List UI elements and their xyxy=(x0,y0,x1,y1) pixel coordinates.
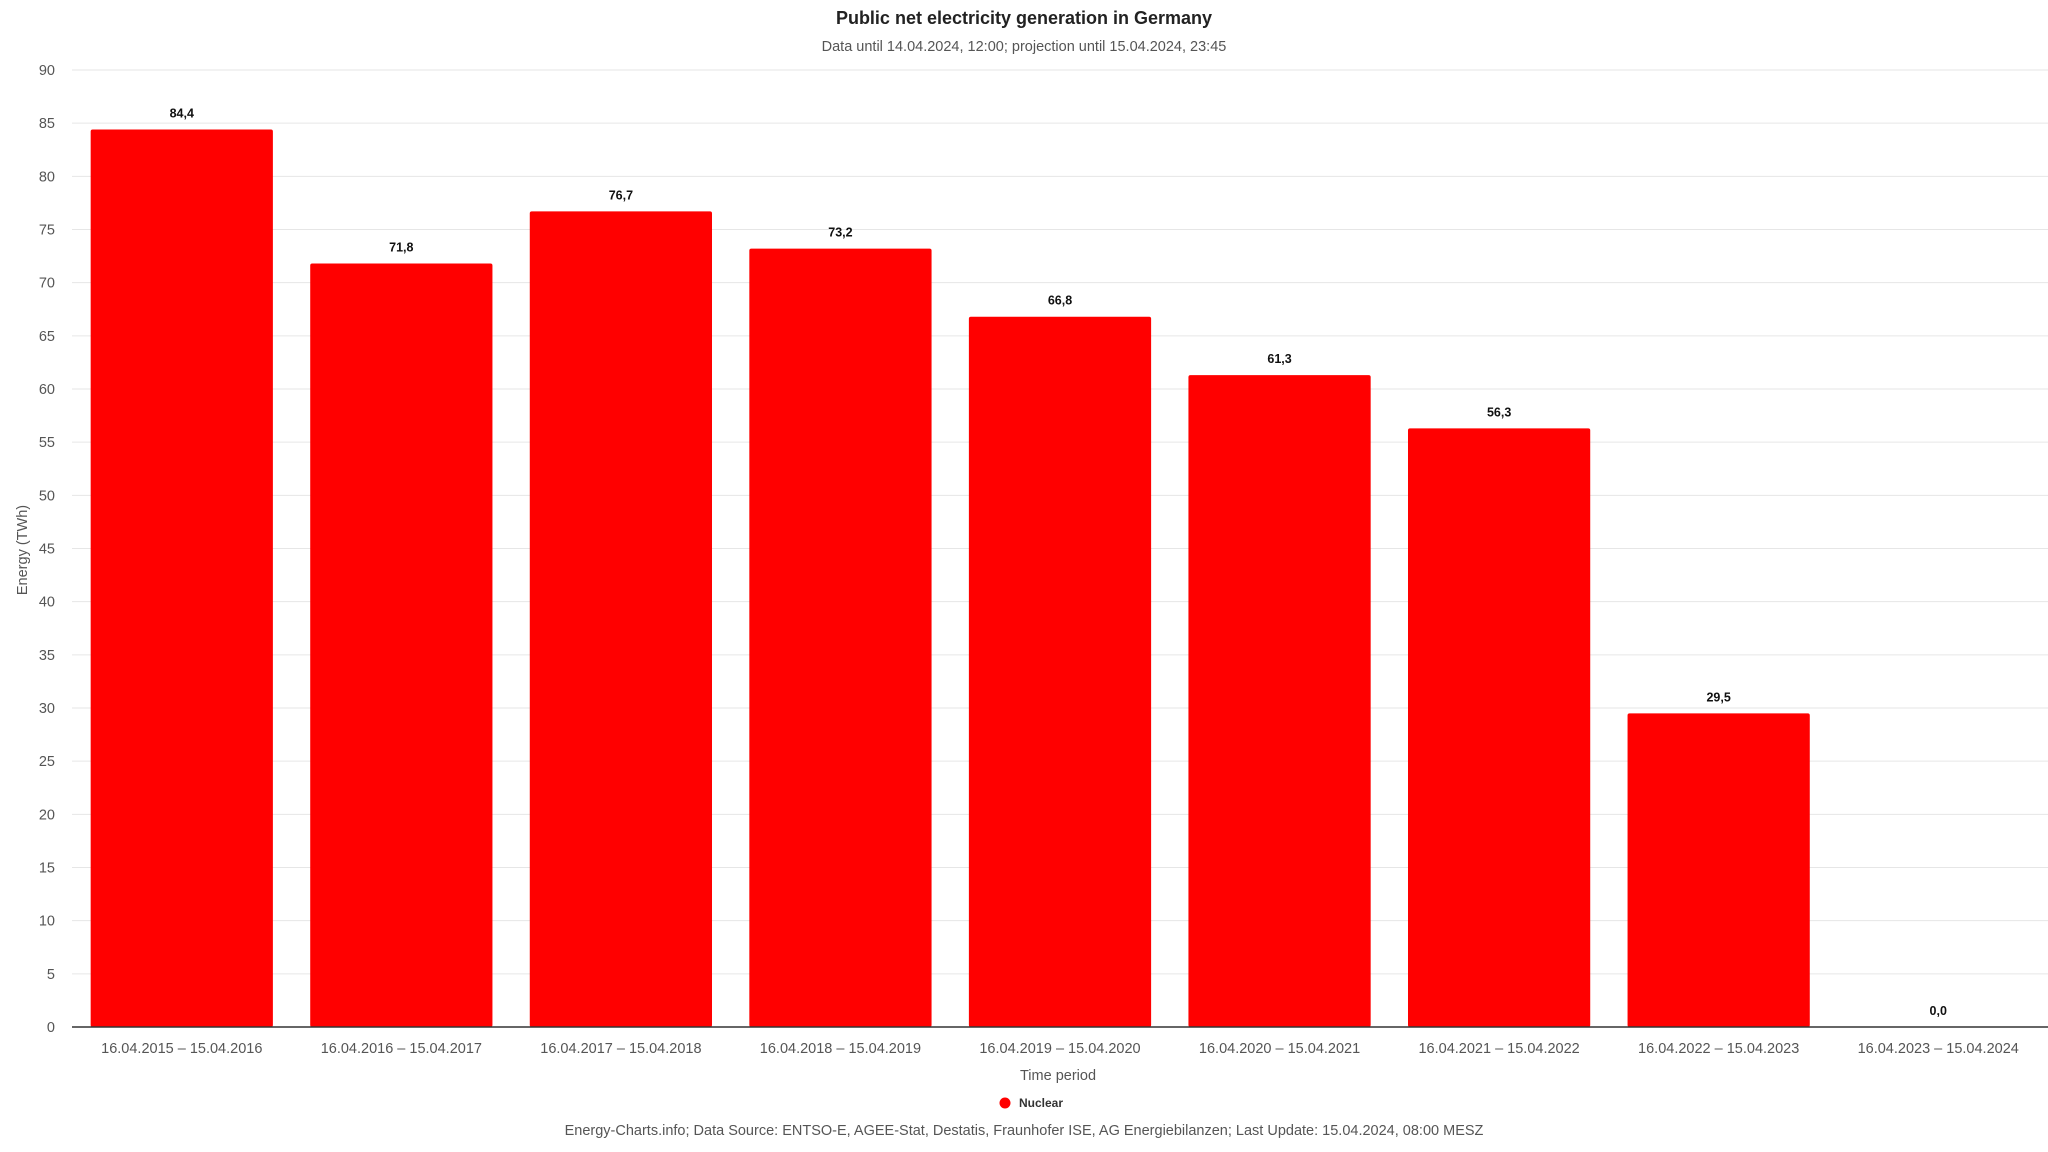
x-tick-label-7: 16.04.2021 – 15.04.2022 xyxy=(1418,1041,1579,1057)
chart-title: Public net electricity generation in Ger… xyxy=(836,8,1212,28)
y-tick-label: 0 xyxy=(47,1020,55,1036)
bars xyxy=(90,129,1810,1028)
chart-subtitle: Data until 14.04.2024, 12:00; projection… xyxy=(822,39,1227,55)
y-tick-label: 85 xyxy=(39,116,55,132)
y-tick-label: 75 xyxy=(39,223,55,239)
bar-8[interactable] xyxy=(1627,713,1810,1027)
data-label-7: 56,3 xyxy=(1487,405,1511,419)
bar-2[interactable] xyxy=(310,263,493,1027)
y-tick-label: 25 xyxy=(39,754,55,770)
y-tick-label: 5 xyxy=(47,967,55,983)
data-label-8: 29,5 xyxy=(1706,690,1730,704)
bar-7[interactable] xyxy=(1407,428,1591,1027)
y-tick-label: 70 xyxy=(39,276,55,292)
x-tick-label-4: 16.04.2018 – 15.04.2019 xyxy=(760,1041,921,1057)
data-label-4: 73,2 xyxy=(828,226,852,240)
y-axis-title: Energy (TWh) xyxy=(15,505,31,595)
data-labels: 84,4 71,8 76,7 73,2 66,8 61,3 56,3 29,5 0,0 xyxy=(170,107,1947,1018)
x-tick-label-9: 16.04.2023 – 15.04.2024 xyxy=(1858,1041,2019,1057)
y-tick-label: 15 xyxy=(39,861,55,877)
y-tick-label: 80 xyxy=(39,169,55,185)
y-tick-label: 45 xyxy=(39,542,55,558)
x-tick-label-6: 16.04.2020 – 15.04.2021 xyxy=(1199,1041,1360,1057)
x-tick-label-1: 16.04.2015 – 15.04.2016 xyxy=(101,1041,262,1057)
y-tick-label: 30 xyxy=(39,701,55,717)
bar-6[interactable] xyxy=(1188,375,1371,1028)
data-label-1: 84,4 xyxy=(170,107,194,121)
data-label-6: 61,3 xyxy=(1267,352,1291,366)
legend-label-nuclear: Nuclear xyxy=(1019,1096,1063,1110)
x-tick-label-8: 16.04.2022 – 15.04.2023 xyxy=(1638,1041,1799,1057)
x-axis-title: Time period xyxy=(1020,1068,1096,1084)
data-label-5: 66,8 xyxy=(1048,294,1072,308)
data-label-9: 0,0 xyxy=(1930,1004,1947,1018)
y-tick-label: 50 xyxy=(39,488,55,504)
legend[interactable]: Nuclear xyxy=(999,1096,1064,1110)
bar-1[interactable] xyxy=(90,129,273,1028)
x-tick-label-3: 16.04.2017 – 15.04.2018 xyxy=(540,1041,701,1057)
y-tick-label: 20 xyxy=(39,807,55,823)
y-tick-label: 65 xyxy=(39,329,55,345)
bar-5[interactable] xyxy=(968,316,1152,1027)
y-axis-ticks: 0 5 10 15 20 25 30 35 40 45 50 55 60 65 70 75 80 85 90 xyxy=(39,63,55,1036)
y-tick-label: 90 xyxy=(39,63,55,79)
legend-marker-nuclear xyxy=(999,1097,1011,1109)
bar-4[interactable] xyxy=(749,248,932,1027)
data-label-2: 71,8 xyxy=(389,241,413,255)
y-tick-label: 55 xyxy=(39,435,55,451)
x-tick-label-2: 16.04.2016 – 15.04.2017 xyxy=(321,1041,482,1057)
y-tick-label: 60 xyxy=(39,382,55,398)
x-tick-label-5: 16.04.2019 – 15.04.2020 xyxy=(979,1041,1140,1057)
bar-3[interactable] xyxy=(529,211,713,1027)
y-tick-label: 40 xyxy=(39,595,55,611)
data-label-3: 76,7 xyxy=(609,188,633,202)
y-tick-label: 10 xyxy=(39,914,55,930)
credits[interactable]: Energy-Charts.info; Data Source: ENTSO-E… xyxy=(565,1123,1484,1139)
y-tick-label: 35 xyxy=(39,648,55,664)
x-axis-ticks: 16.04.2015 – 15.04.2016 16.04.2016 – 15.0… xyxy=(101,1041,2019,1057)
